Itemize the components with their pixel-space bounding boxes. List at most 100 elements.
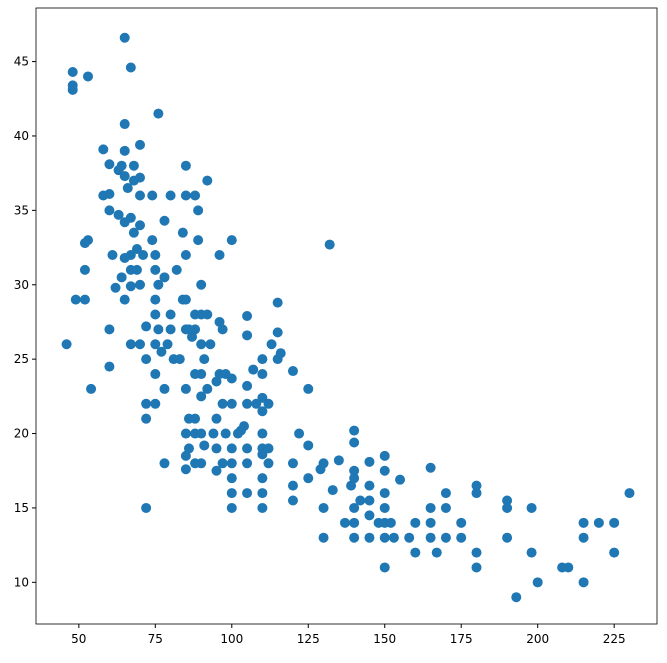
- y-tick-label: 15: [14, 501, 29, 515]
- point: [180, 160, 191, 171]
- point: [147, 235, 158, 246]
- x-tick-label: 75: [148, 632, 163, 646]
- point: [141, 413, 152, 424]
- point: [141, 502, 152, 513]
- point: [251, 398, 262, 409]
- point: [339, 517, 350, 528]
- point: [257, 473, 268, 484]
- point: [257, 354, 268, 365]
- point: [125, 281, 136, 292]
- point: [456, 532, 467, 543]
- point: [153, 279, 164, 290]
- point: [199, 354, 210, 365]
- point: [379, 488, 390, 499]
- y-tick-label: 20: [14, 427, 29, 441]
- point: [355, 495, 366, 506]
- point: [98, 144, 109, 155]
- point: [67, 84, 78, 95]
- point: [150, 398, 161, 409]
- point: [211, 413, 222, 424]
- point: [379, 532, 390, 543]
- point: [226, 458, 237, 469]
- point: [190, 190, 201, 201]
- point: [159, 272, 170, 283]
- y-tick-label: 10: [14, 575, 29, 589]
- point: [287, 495, 298, 506]
- point: [440, 532, 451, 543]
- point: [410, 517, 421, 528]
- point: [150, 249, 161, 260]
- point: [190, 324, 201, 335]
- point: [609, 547, 620, 558]
- point: [141, 398, 152, 409]
- point: [180, 249, 191, 260]
- point: [318, 502, 329, 513]
- point: [138, 249, 149, 260]
- x-tick-label: 150: [373, 632, 396, 646]
- point: [471, 488, 482, 499]
- point: [190, 413, 201, 424]
- point: [257, 428, 268, 439]
- point: [257, 502, 268, 513]
- point: [156, 346, 167, 357]
- point: [165, 309, 176, 320]
- point: [113, 209, 124, 220]
- point: [379, 465, 390, 476]
- point: [135, 190, 146, 201]
- point: [242, 443, 253, 454]
- point: [135, 339, 146, 350]
- point: [183, 443, 194, 454]
- point: [425, 532, 436, 543]
- point: [425, 502, 436, 513]
- point: [578, 577, 589, 588]
- point: [217, 458, 228, 469]
- point: [171, 264, 182, 275]
- point: [395, 474, 406, 485]
- point: [333, 455, 344, 466]
- point: [119, 145, 130, 156]
- point: [526, 547, 537, 558]
- point: [593, 517, 604, 528]
- point: [242, 330, 253, 341]
- point: [624, 488, 635, 499]
- point: [349, 437, 360, 448]
- point: [217, 324, 228, 335]
- point: [364, 480, 375, 491]
- point: [174, 354, 185, 365]
- point: [257, 449, 268, 460]
- point: [141, 321, 152, 332]
- point: [364, 532, 375, 543]
- point: [159, 215, 170, 226]
- point: [162, 339, 173, 350]
- point: [349, 473, 360, 484]
- point: [471, 562, 482, 573]
- point: [125, 62, 136, 73]
- point: [61, 339, 72, 350]
- point: [220, 428, 231, 439]
- point: [159, 383, 170, 394]
- point: [425, 517, 436, 528]
- point: [165, 324, 176, 335]
- point: [287, 480, 298, 491]
- point: [131, 264, 142, 275]
- point: [86, 383, 97, 394]
- x-tick-label: 50: [71, 632, 86, 646]
- x-tick-label: 100: [220, 632, 243, 646]
- point: [526, 502, 537, 513]
- point: [135, 279, 146, 290]
- point: [128, 160, 139, 171]
- point: [388, 532, 399, 543]
- point: [379, 450, 390, 461]
- point: [196, 428, 207, 439]
- point: [119, 171, 130, 182]
- point: [471, 547, 482, 558]
- point: [226, 235, 237, 246]
- point: [211, 443, 222, 454]
- point: [578, 532, 589, 543]
- point: [180, 294, 191, 305]
- point: [150, 294, 161, 305]
- point: [116, 272, 127, 283]
- point: [242, 311, 253, 321]
- point: [257, 369, 268, 380]
- point: [379, 562, 390, 573]
